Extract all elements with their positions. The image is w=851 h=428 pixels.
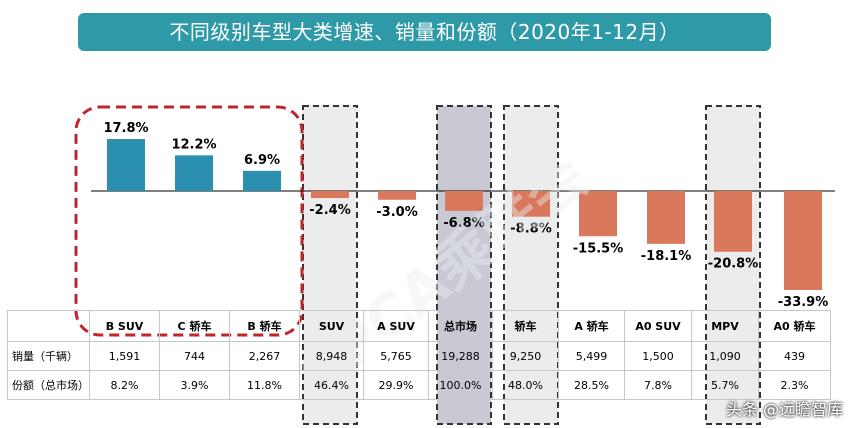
table-cell: 2,267 xyxy=(229,341,300,371)
table-cell: 100.0% xyxy=(428,370,493,400)
data-table: B SUV C 轿车 B 轿车 SUV A SUV 总市场 轿车 A 轿车 A0… xyxy=(7,310,831,400)
table-cell: 11.8% xyxy=(229,370,300,400)
data-label: 6.9% xyxy=(244,153,280,168)
table-cell: 9,250 xyxy=(492,341,559,371)
data-label: 12.2% xyxy=(171,137,216,152)
data-label: -2.4% xyxy=(309,203,350,218)
bar xyxy=(311,191,349,199)
table-header-row: B SUV C 轿车 B 轿车 SUV A SUV 总市场 轿车 A 轿车 A0… xyxy=(7,310,831,342)
bar xyxy=(512,191,550,217)
data-label: -33.9% xyxy=(778,295,829,310)
header-cell: A SUV xyxy=(363,310,429,342)
table-cell: 8,948 xyxy=(299,341,364,371)
header-cell: SUV xyxy=(299,310,364,342)
header-cell: A 轿车 xyxy=(558,310,625,342)
header-cell: MPV xyxy=(691,310,759,342)
chart-title: 不同级别车型大类增速、销量和份额（2020年1-12月） xyxy=(78,13,771,51)
header-cell: C 轿车 xyxy=(159,310,230,342)
table-cell: 1,090 xyxy=(691,341,759,371)
data-label: -20.8% xyxy=(708,257,759,272)
table-cell: 5,499 xyxy=(558,341,625,371)
header-cell: B SUV xyxy=(89,310,160,342)
table-cell: 28.5% xyxy=(558,370,625,400)
table-row-share: 份额（总市场） 8.2% 3.9% 11.8% 46.4% 29.9% 100.… xyxy=(7,370,831,400)
bar xyxy=(107,139,145,191)
table-row-sales: 销量（千辆） 1,591 744 2,267 8,948 5,765 19,28… xyxy=(7,341,831,371)
bar xyxy=(714,191,752,252)
table-cell: 29.9% xyxy=(363,370,429,400)
table-cell: 3.9% xyxy=(159,370,230,400)
bar xyxy=(784,191,822,290)
table-cell: 744 xyxy=(159,341,230,371)
table-cell: 439 xyxy=(758,341,831,371)
data-label: -18.1% xyxy=(641,249,692,264)
bar xyxy=(445,191,483,211)
table-cell: 5.7% xyxy=(691,370,759,400)
header-cell: A0 SUV xyxy=(624,310,692,342)
data-label: -15.5% xyxy=(573,241,624,256)
table-cell: 19,288 xyxy=(428,341,493,371)
header-cell: B 轿车 xyxy=(229,310,300,342)
table-cell: 1,500 xyxy=(624,341,692,371)
bar xyxy=(243,170,281,191)
data-label: -8.8% xyxy=(510,222,551,237)
header-cell xyxy=(7,310,90,342)
row-label: 销量（千辆） xyxy=(7,341,90,371)
header-cell: A0 轿车 xyxy=(758,310,831,342)
bar xyxy=(647,191,685,244)
table-cell: 48.0% xyxy=(492,370,559,400)
data-label: -3.0% xyxy=(376,205,417,220)
bar xyxy=(579,191,617,237)
table-cell: 7.8% xyxy=(624,370,692,400)
bar xyxy=(378,191,416,200)
header-cell: 轿车 xyxy=(492,310,559,342)
bar xyxy=(175,155,213,191)
header-cell: 总市场 xyxy=(428,310,493,342)
table-cell: 46.4% xyxy=(299,370,364,400)
table-cell: 1,591 xyxy=(89,341,160,371)
table-cell: 5,765 xyxy=(363,341,429,371)
table-cell: 2.3% xyxy=(758,370,831,400)
table-cell: 8.2% xyxy=(89,370,160,400)
row-label: 份额（总市场） xyxy=(7,370,90,400)
source-watermark: 头条 @远瞻智库 xyxy=(725,400,843,419)
data-label: -6.8% xyxy=(443,216,484,231)
data-label: 17.8% xyxy=(103,121,148,136)
